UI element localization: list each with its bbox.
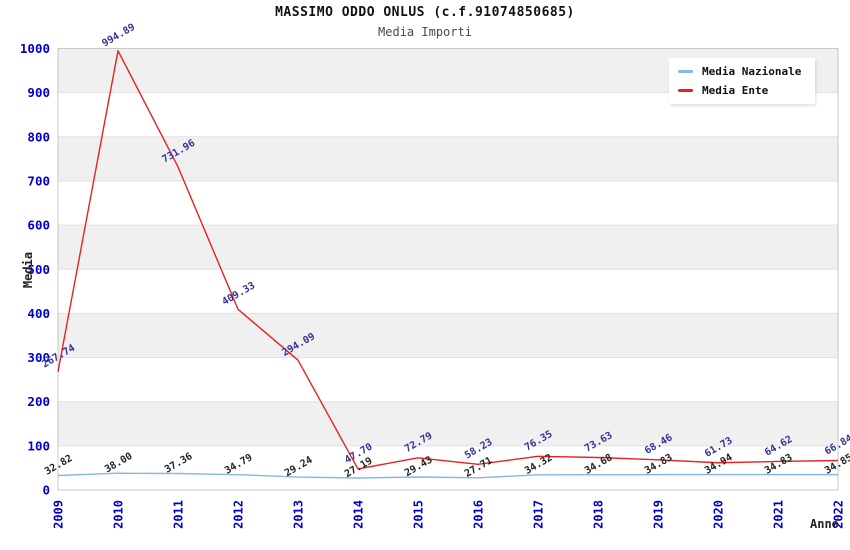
x-tick-label: 2014 xyxy=(352,500,366,529)
legend-item-media-nazionale: Media Nazionale xyxy=(678,65,806,78)
x-tick-label: 2022 xyxy=(832,500,846,529)
legend-item-media-ente: Media Ente xyxy=(678,84,806,97)
x-tick-label: 2021 xyxy=(772,500,786,529)
y-tick-label: 500 xyxy=(27,262,50,277)
series-line-media-nazionale xyxy=(57,472,839,479)
x-tick-label: 2019 xyxy=(652,500,666,529)
y-tick-label: 0 xyxy=(42,483,50,498)
plot-band xyxy=(58,313,838,358)
y-tick-label: 300 xyxy=(27,350,50,365)
x-tick-label: 2018 xyxy=(592,500,606,529)
plot-band xyxy=(58,445,838,490)
plot-band xyxy=(58,401,838,446)
x-tick-label: 2016 xyxy=(472,500,486,529)
chart-subtitle: Media Importi xyxy=(378,25,472,39)
x-tick-label: 2010 xyxy=(112,500,126,529)
y-tick-label: 700 xyxy=(27,173,50,188)
x-tick-label: 2013 xyxy=(292,500,306,529)
y-tick-label: 900 xyxy=(27,85,50,100)
y-tick-label: 100 xyxy=(27,438,50,453)
data-label: 994.89 xyxy=(100,22,137,50)
plot-band xyxy=(58,269,838,314)
x-axis-title: Anno xyxy=(810,517,839,531)
y-tick-label: 600 xyxy=(27,218,50,233)
media-nazionale-swatch-icon xyxy=(678,70,693,73)
y-tick-label: 400 xyxy=(27,306,50,321)
x-tick-label: 2017 xyxy=(532,500,546,529)
plot-band xyxy=(58,136,838,181)
y-tick-label: 1000 xyxy=(20,41,50,56)
x-tick-label: 2009 xyxy=(52,500,66,529)
y-axis-title: Media xyxy=(21,251,35,289)
plot-border xyxy=(57,48,839,491)
media-ente-swatch-icon xyxy=(678,89,693,92)
x-tick-label: 2015 xyxy=(412,500,426,529)
legend-label: Media Ente xyxy=(702,84,769,97)
plot-band xyxy=(58,180,838,226)
legend-label: Media Nazionale xyxy=(702,65,802,78)
plot-band xyxy=(58,357,838,402)
x-tick-label: 2020 xyxy=(712,500,726,529)
x-tick-label: 2012 xyxy=(232,500,246,529)
y-tick-label: 200 xyxy=(27,394,50,409)
plot-band xyxy=(58,225,838,270)
chart-title: MASSIMO ODDO ONLUS (c.f.91074850685) xyxy=(275,5,575,20)
legend: Media Nazionale Media Ente xyxy=(669,58,815,104)
x-tick-label: 2011 xyxy=(172,500,186,529)
y-tick-label: 800 xyxy=(27,129,50,144)
series-line-media-ente xyxy=(57,50,839,470)
